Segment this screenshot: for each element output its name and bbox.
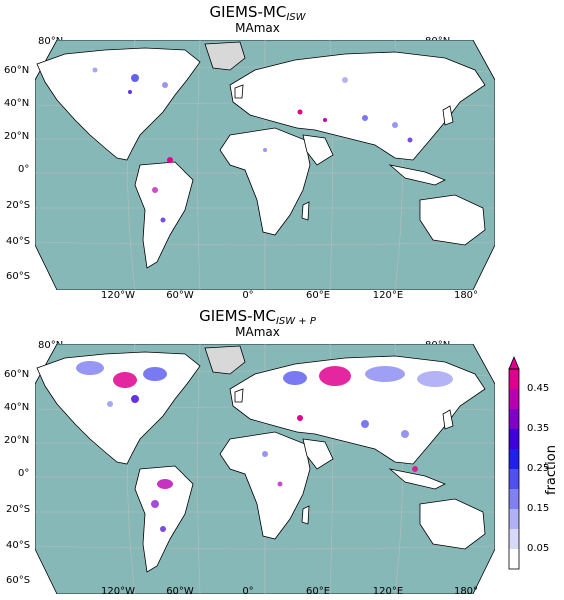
map2-subtitle: MAmax	[235, 325, 280, 339]
map2-lon-0: 0°	[242, 586, 254, 597]
map1-lat-20n: 20°N	[4, 131, 30, 142]
colorbar-segment	[509, 429, 519, 449]
map2-title: GIEMS-MCISW + P	[199, 307, 316, 328]
map2-lat-40n: 40°N	[4, 402, 30, 413]
map2-lat-40s: 40°S	[6, 540, 31, 551]
map1-eurasia	[229, 51, 486, 161]
map1-lon-180: 180°	[453, 290, 479, 301]
colorbar-segments	[509, 369, 519, 569]
map2-lat-20s: 20°S	[6, 504, 31, 515]
map2-lat-20n: 20°N	[4, 435, 30, 446]
map2-lat-60s: 60°S	[6, 575, 31, 586]
colorbar-tick-015: 0.15	[527, 503, 550, 514]
map1-landmasses	[36, 41, 486, 269]
map1-lon-120w: 120°W	[101, 290, 135, 301]
colorbar-segment	[509, 389, 519, 409]
map2-australia	[419, 498, 486, 550]
colorbar-segment	[509, 549, 519, 569]
colorbar-tick-035: 0.35	[527, 423, 550, 434]
map1-subtitle: MAmax	[235, 21, 280, 35]
map2-wetland-fractions	[76, 361, 453, 532]
map2-lon-60e: 60°E	[305, 586, 331, 597]
map1-lon-120e: 120°E	[372, 290, 404, 301]
map2-south-america	[134, 465, 194, 573]
map1-lon-0: 0°	[242, 290, 254, 301]
map2-uk	[234, 388, 244, 403]
map1-lat-80n: 80°N	[38, 36, 64, 47]
map1-indonesia	[388, 164, 446, 186]
map2-lon-120w: 120°W	[101, 586, 135, 597]
map2-madagascar	[301, 505, 310, 525]
map2-lon-180: 180°	[453, 586, 479, 597]
map1-wetland-fractions	[92, 67, 413, 223]
map1-world-map	[35, 40, 495, 290]
map2-indonesia	[388, 468, 446, 490]
map2-lat-0: 0°	[18, 468, 30, 479]
colorbar-segment	[509, 449, 519, 469]
map1-lat-0: 0°	[18, 164, 30, 175]
map2-lon-60w: 60°W	[166, 586, 194, 597]
colorbar-extend-arrow	[508, 355, 520, 370]
colorbar-segment	[509, 529, 519, 549]
map2-world-map	[35, 344, 495, 594]
map1-uk	[234, 84, 244, 99]
map1-north-america	[36, 47, 201, 161]
map2-lat-60n: 60°N	[4, 369, 30, 380]
map1-lat-20s: 20°S	[6, 200, 31, 211]
map2-greenland	[204, 345, 246, 375]
map1-south-america	[134, 161, 194, 269]
colorbar-label: fraction	[544, 445, 559, 495]
map2-japan	[442, 409, 454, 430]
colorbar-tick-025: 0.25	[527, 463, 550, 474]
map1-lon-60w: 60°W	[166, 290, 194, 301]
colorbar-tick-045: 0.45	[527, 383, 550, 394]
map1-arabia	[302, 134, 334, 166]
map1-madagascar	[301, 201, 310, 221]
map1-lon-60e: 60°E	[305, 290, 331, 301]
map1-greenland	[204, 41, 246, 71]
map1-title: GIEMS-MCISW	[209, 3, 306, 24]
map1-lat-40n: 40°N	[4, 98, 30, 109]
colorbar-tick-005: 0.05	[527, 543, 550, 554]
map1-lat-40s: 40°S	[6, 236, 31, 247]
map1-japan	[442, 105, 454, 126]
map2-lat-80n: 80°N	[38, 340, 64, 351]
map1-australia	[419, 194, 486, 246]
colorbar-segment	[509, 509, 519, 529]
map1-lat-60s: 60°S	[6, 271, 31, 282]
map2-lon-120e: 120°E	[372, 586, 404, 597]
colorbar-segment	[509, 369, 519, 389]
colorbar	[508, 355, 520, 570]
colorbar-frame	[508, 368, 520, 570]
map2-arabia	[302, 438, 334, 470]
colorbar-segment	[509, 469, 519, 489]
map1-lat-60n: 60°N	[4, 65, 30, 76]
colorbar-segment	[509, 489, 519, 509]
colorbar-segment	[509, 409, 519, 429]
